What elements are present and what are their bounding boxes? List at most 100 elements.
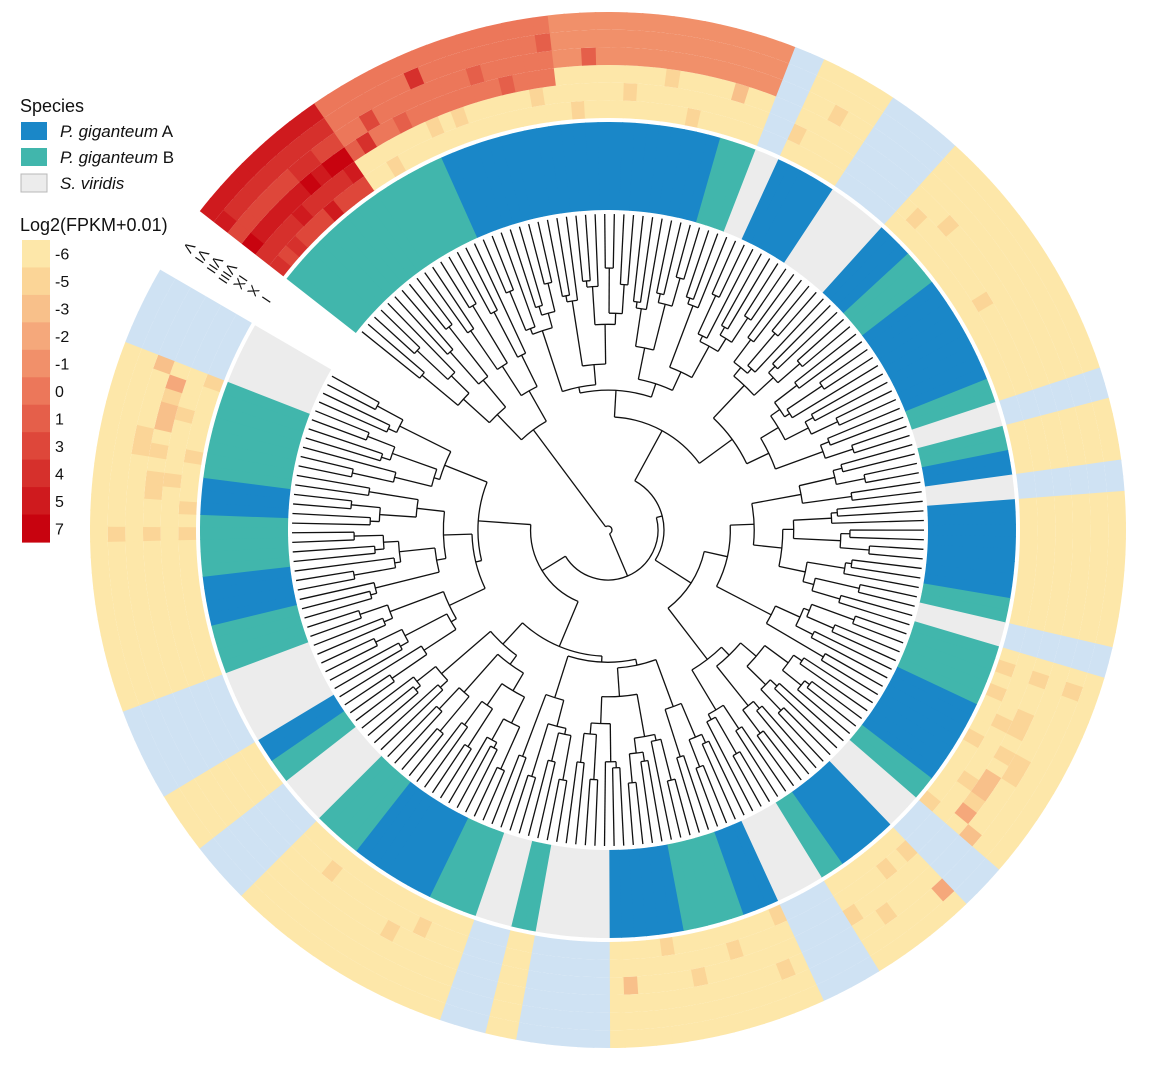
tree-branch (500, 726, 521, 770)
heatmap-cell (873, 835, 896, 859)
colorbar-segment (22, 514, 50, 543)
heatmap-cell (294, 225, 318, 248)
heatmap-cell (115, 613, 136, 633)
heatmap-cell (440, 34, 462, 57)
tree-branch (637, 347, 646, 380)
heatmap-cell (113, 434, 135, 454)
tree-branch (831, 631, 897, 662)
heatmap-cell (923, 226, 947, 250)
tree-arc (501, 683, 525, 698)
heatmap-cell (109, 569, 129, 588)
tree-arc (819, 444, 826, 459)
tree-branch (401, 289, 454, 350)
heatmap-cell (96, 431, 117, 451)
heatmap-cell (201, 780, 225, 804)
tree-branch (612, 214, 615, 269)
tree-branch (401, 728, 438, 770)
tree-arc (827, 438, 831, 446)
tree-arc (576, 761, 585, 764)
tree-arc (806, 604, 813, 617)
tree-arc (447, 349, 454, 355)
tree-arc (628, 781, 637, 784)
heatmap-cell (926, 833, 950, 857)
heatmap-cell (310, 163, 334, 187)
species-cell (917, 425, 1006, 459)
heatmap-cell (386, 154, 408, 178)
heatmap-cell (545, 1026, 565, 1047)
tree-arc (839, 533, 842, 548)
tree-branch (293, 503, 351, 510)
heatmap-cell (504, 929, 523, 951)
heatmap-cell (660, 954, 678, 974)
heatmap-cell (962, 728, 985, 750)
tree-branch (521, 354, 538, 387)
tree-branch (753, 279, 802, 343)
heatmap-cell (862, 910, 886, 934)
tree-branch (391, 653, 428, 679)
tree-branch (702, 765, 728, 824)
tree-arc (430, 468, 438, 487)
tree-branch (825, 448, 854, 459)
tree-branch (712, 384, 745, 419)
tree-branch (852, 622, 904, 644)
tree-branch (374, 316, 415, 354)
heatmap-cell (635, 975, 653, 995)
heatmap-cell (331, 845, 354, 869)
tree-branch (292, 522, 371, 526)
tree-branch (777, 291, 817, 337)
heatmap-cell (99, 415, 120, 436)
heatmap-cell (834, 171, 857, 194)
heatmap-cell (714, 1015, 735, 1037)
tree-branch (727, 258, 771, 330)
heatmap-cell (1074, 402, 1096, 423)
heatmap-cell (451, 68, 473, 91)
tree-branch (432, 266, 475, 330)
heatmap-cell (355, 131, 379, 155)
heatmap-cell (208, 848, 233, 873)
tree-branch (687, 297, 691, 305)
species-cell (677, 131, 709, 220)
tree-branch (634, 308, 642, 347)
species-cell (878, 692, 960, 749)
species-cell (775, 182, 834, 264)
heatmap-cell (511, 72, 531, 93)
heatmap-cell (1031, 455, 1052, 473)
heatmap-cell (264, 154, 289, 179)
tree-arc (419, 372, 425, 379)
heatmap-cell (245, 751, 269, 774)
tree-branch (491, 754, 520, 825)
tree-branch (591, 286, 596, 325)
tree-branch (491, 718, 505, 741)
heatmap-cell (621, 958, 638, 978)
tree-arc (706, 716, 716, 723)
heatmap-cell (322, 131, 346, 156)
tree-branch (692, 233, 719, 300)
legends: Species P. giganteum AP. giganteum BS. v… (20, 96, 174, 543)
tree-arc (702, 740, 710, 745)
heatmap-cell (625, 29, 643, 49)
heatmap-cell (940, 791, 963, 814)
heatmap-cell (343, 160, 366, 184)
species-cell (767, 176, 823, 258)
heatmap-cell (610, 82, 626, 101)
colorbar-tick-label: 4 (55, 466, 64, 483)
species-cell (901, 367, 988, 412)
heatmap-cell (453, 1007, 475, 1030)
heatmap-cell (217, 803, 242, 827)
tree-branch (399, 547, 435, 553)
heatmap-cell (1081, 431, 1102, 452)
heatmap-cell (549, 991, 568, 1011)
heatmap-cell (640, 13, 660, 33)
tree-branch (424, 726, 469, 788)
heatmap-cell (913, 821, 937, 845)
heatmap-cell (1106, 552, 1126, 572)
heatmap-cell (822, 142, 844, 165)
heatmap-cell (855, 164, 878, 188)
tree-branch (842, 453, 915, 473)
tree-branch (814, 630, 892, 670)
tree-branch (440, 261, 470, 309)
heatmap-cell (1054, 494, 1073, 512)
species-cell (618, 849, 635, 938)
heatmap-cell (161, 552, 180, 568)
species-cell (207, 440, 296, 470)
